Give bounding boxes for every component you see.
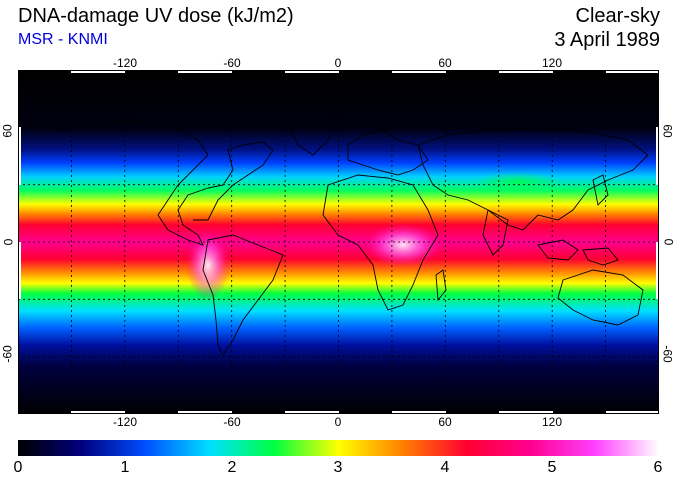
sky-condition-label: Clear-sky [575,5,660,27]
lon-tick-top-minus120: -120 [112,56,138,70]
lat-tick-right-0: 0 [661,238,676,246]
map-canvas [18,70,659,414]
lon-tick-top-120: 120 [541,56,563,70]
colorbar-label-5: 5 [547,459,557,476]
graticule [18,70,659,414]
lon-tick-bottom-0: 0 [334,415,342,429]
lon-tick-top-60: 60 [438,56,452,70]
colorbar-label-4: 4 [440,459,450,476]
lon-tick-top-minus60: -60 [223,56,241,70]
map-border [18,70,659,414]
africa-hotspot [363,223,443,267]
lat-tick-right-minus60: -60 [660,345,675,363]
colorbar [18,440,659,456]
lon-tick-bottom-minus60: -60 [223,415,241,429]
colorbar-label-6: 6 [653,459,663,476]
lat-tick-left-0: 0 [1,238,16,246]
date-label: 3 April 1989 [554,29,660,51]
lon-tick-bottom-60: 60 [438,415,452,429]
colorbar-label-3: 3 [333,459,343,476]
lon-tick-bottom-120: 120 [541,415,563,429]
frame-ticks [18,70,659,414]
map-title: DNA-damage UV dose (kJ/m2) [18,5,294,27]
tibet-high [473,172,563,192]
lat-tick-left-60: 60 [0,124,15,138]
lat-tick-right-60: 60 [660,124,675,138]
lat-tick-left-minus60: -60 [0,345,15,363]
data-source-label: MSR - KNMI [18,31,108,48]
colorbar-gradient [18,440,659,456]
colorbar-label-0: 0 [13,459,23,476]
uv-dose-map [18,70,659,414]
colorbar-label-2: 2 [227,459,237,476]
coastlines [57,104,649,356]
lon-tick-top-0: 0 [334,56,342,70]
colorbar-label-1: 1 [120,459,130,476]
lon-tick-bottom-minus120: -120 [112,415,138,429]
andes-hotspot [186,230,230,300]
